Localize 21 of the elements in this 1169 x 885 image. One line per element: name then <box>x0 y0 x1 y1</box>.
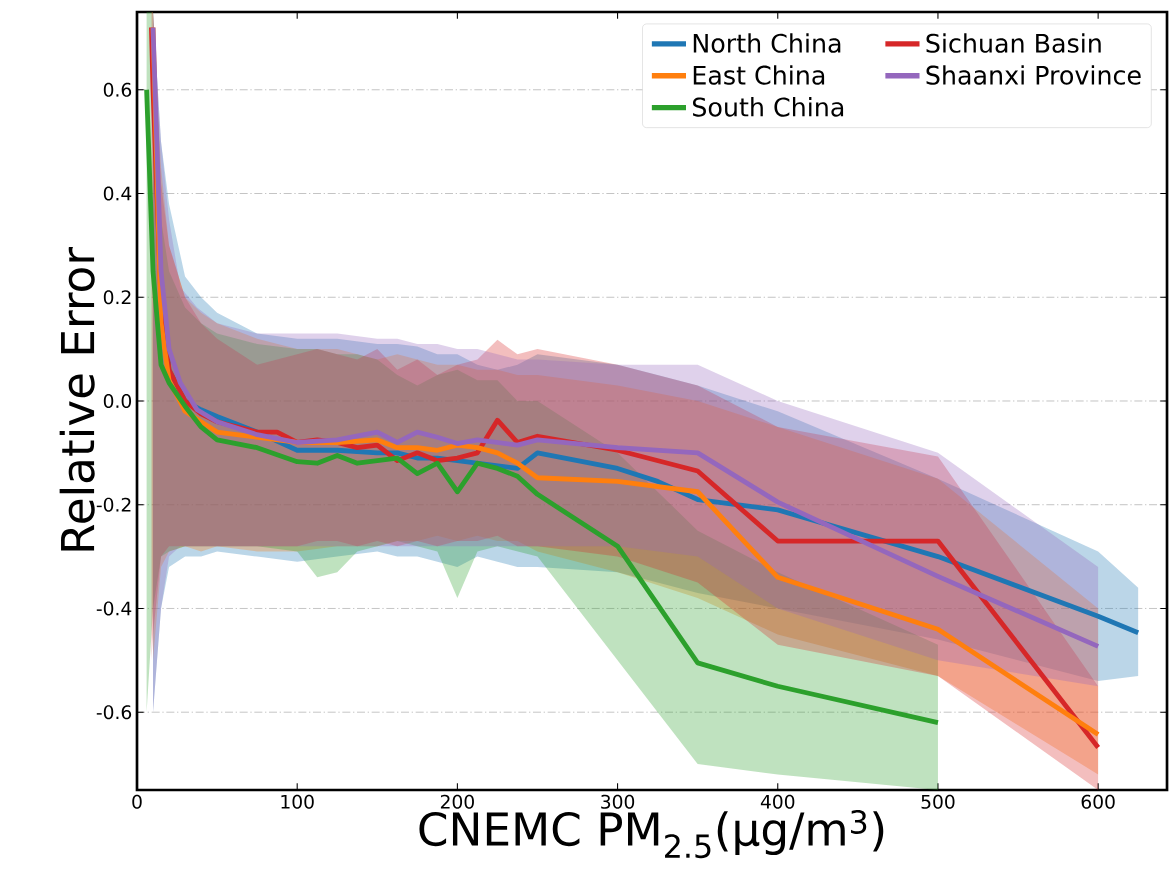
legend-label: South China <box>693 97 844 117</box>
y-tick-label: -0.4 <box>96 601 132 616</box>
x-tick-label: 0 <box>132 794 142 809</box>
y-tick-label: 0.6 <box>103 82 132 97</box>
legend-label: East China <box>693 65 825 85</box>
y-tick-label: 0.4 <box>103 186 132 201</box>
x-tick-label: 100 <box>281 794 314 809</box>
y-tick-label: -0.6 <box>96 705 132 720</box>
x-tick-label: 300 <box>601 794 635 809</box>
x-tick-label: 600 <box>1081 794 1115 809</box>
legend-label: Sichuan Basin <box>926 33 1101 53</box>
x-tick-label: 500 <box>921 794 955 809</box>
y-tick-label: 0.0 <box>103 393 132 409</box>
x-tick-label: 200 <box>440 794 474 809</box>
legend-label: Shaanxi Province <box>926 65 1141 85</box>
legend-label: North China <box>693 33 841 53</box>
y-axis-title: Relative Error <box>59 247 95 551</box>
x-tick-label: 400 <box>760 794 795 809</box>
x-axis-title: CNEMC PM$_{2.5}$(μg/m$^{3}$) <box>419 809 884 859</box>
y-tick-label: -0.2 <box>96 497 131 512</box>
y-tick-label: 0.2 <box>103 290 131 305</box>
